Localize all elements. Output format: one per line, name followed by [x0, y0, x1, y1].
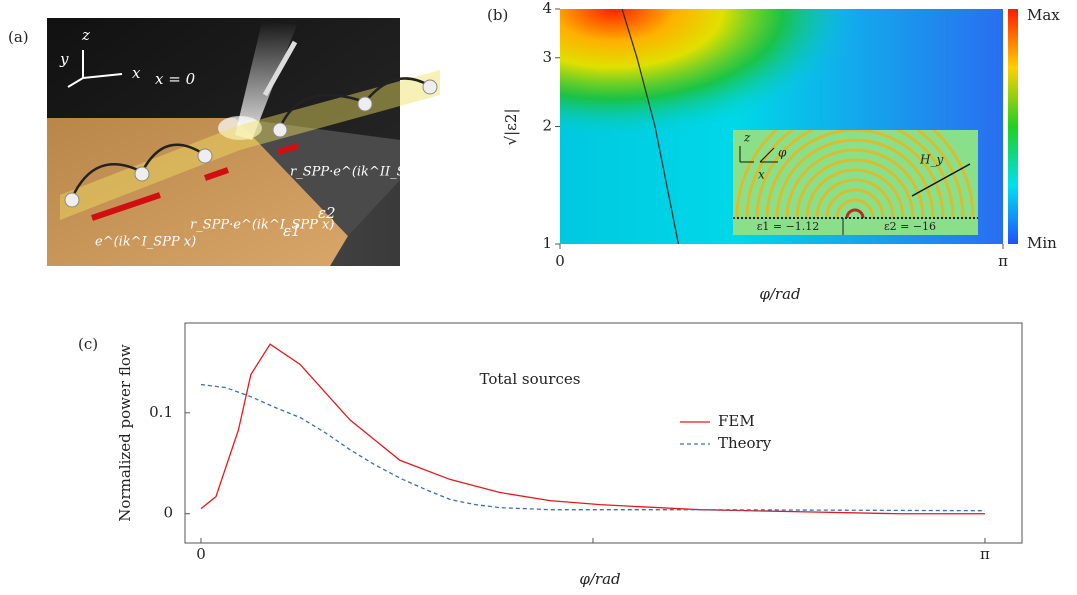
inset-label: H_y: [919, 153, 943, 167]
axis-label: y: [59, 50, 69, 68]
series-line: [200, 383, 985, 512]
x-tick-label: 0: [196, 545, 206, 563]
annotation: Total sources: [480, 370, 581, 388]
y-axis-label: √|ε2|: [502, 109, 520, 146]
x-axis-label: φ/rad: [759, 285, 800, 303]
axis-label: x: [132, 64, 141, 82]
medium-label: ε2: [318, 204, 336, 222]
y-tick-label: 0.1: [149, 403, 173, 421]
x-tick-label: π: [980, 545, 990, 563]
colorbar-label: Max: [1027, 6, 1060, 24]
inset-label: φ: [778, 146, 787, 160]
y-tick-label: 0: [163, 504, 173, 522]
panel-label: (c): [78, 335, 98, 353]
x-tick-label: 0: [555, 252, 565, 270]
panel-label: (b): [487, 6, 508, 24]
axis-label: z: [81, 26, 90, 44]
series-line: [200, 343, 985, 515]
inset-label: x: [758, 168, 765, 182]
illustration: [47, 18, 440, 266]
x-tick-label: π: [998, 252, 1008, 270]
y-tick-label: 4: [542, 0, 552, 17]
inset-label: ε2 = −16: [884, 220, 936, 233]
y-tick-label: 3: [542, 48, 552, 66]
legend-label: Theory: [718, 434, 772, 452]
y-axis-label: Normalized power flow: [116, 344, 134, 522]
inset-label: ε1 = −1.12: [757, 220, 820, 233]
medium-label: ε1: [283, 222, 301, 240]
annotation: r_SPP·e^(ik^I_SPP x): [190, 218, 334, 233]
legend-label: FEM: [718, 412, 755, 430]
boundary-label: x = 0: [155, 70, 196, 88]
panel-label: (a): [8, 28, 29, 46]
colorbar-label: Min: [1027, 234, 1057, 252]
y-tick-label: 1: [542, 234, 552, 252]
annotation: r_SPP·e^(ik^II_SPP x): [290, 165, 440, 180]
x-axis-label: φ/rad: [579, 570, 620, 588]
curve: [621, 8, 680, 245]
plot-frame: [184, 322, 1023, 544]
inset-label: z: [743, 131, 751, 145]
annotation: e^(ik^I_SPP x): [95, 235, 196, 250]
y-tick-label: 2: [542, 117, 552, 135]
